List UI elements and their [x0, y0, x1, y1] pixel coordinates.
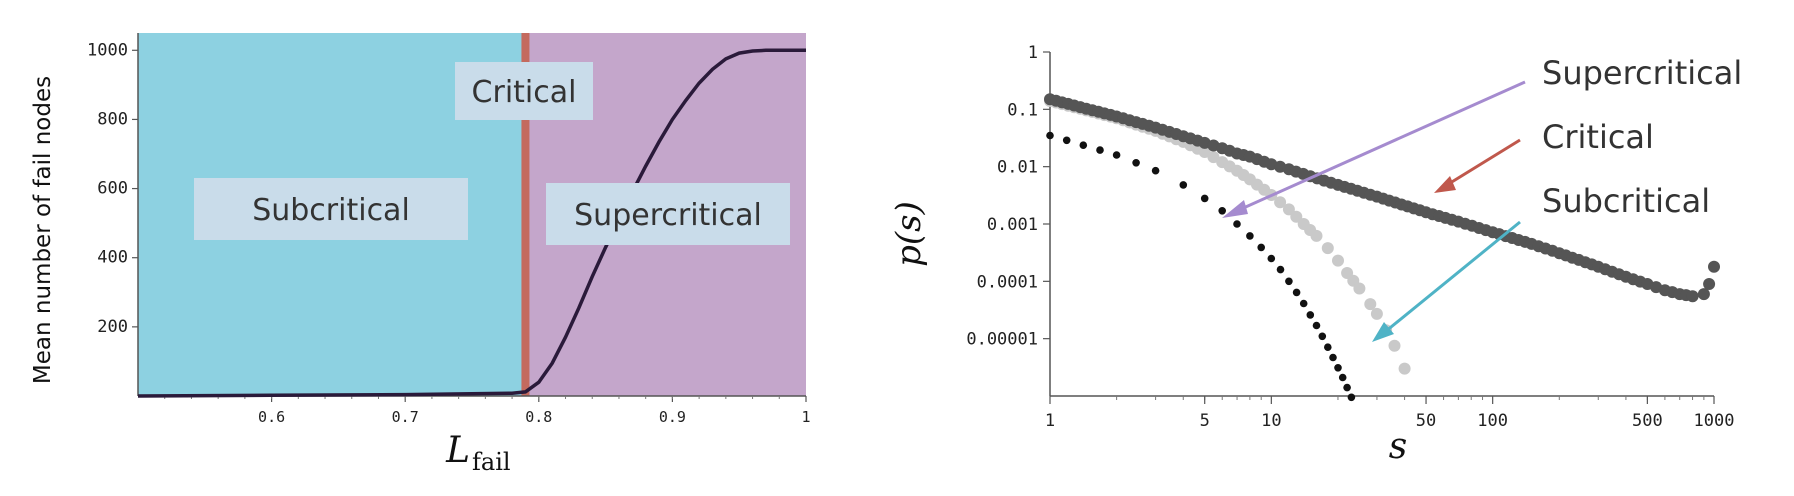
point-subcritical [1306, 311, 1315, 319]
point-subcritical [1079, 141, 1088, 149]
left-x-tick-label: 1 [801, 408, 810, 426]
point-subcritical [1318, 332, 1327, 341]
right-x-tick-label: 100 [1477, 411, 1508, 431]
right-y-axis-label: p(s) [889, 201, 929, 267]
point-subcritical [1112, 151, 1121, 159]
left-y-tick-label: 400 [97, 248, 128, 268]
right-x-tick-label: 1 [1045, 411, 1055, 431]
critical-label-box [455, 62, 593, 120]
subcritical-arrow [1379, 220, 1521, 338]
point-critical [1207, 151, 1220, 164]
point-critical [1332, 254, 1344, 267]
right-x-tick-label: 500 [1632, 411, 1663, 431]
point-supercritical [1703, 278, 1716, 290]
point-subcritical [1334, 364, 1342, 372]
right-y-tick-label: 1 [1028, 43, 1038, 63]
left-x-axis-label-subscript: fail [472, 448, 511, 476]
point-subcritical [1132, 159, 1140, 167]
supercritical-arrow-head [1222, 200, 1248, 218]
point-critical [1198, 146, 1211, 158]
point-supercritical [1708, 260, 1720, 273]
point-critical [1310, 229, 1323, 242]
point-critical [1398, 362, 1411, 375]
right-x-tick-label: 1000 [1694, 411, 1735, 431]
left-y-axis-label: Mean number of fail nodes [30, 76, 56, 384]
point-subcritical [1329, 353, 1337, 362]
left-y-tick-label: 200 [97, 317, 128, 337]
point-supercritical [1686, 290, 1699, 303]
right-x-tick-label: 5 [1200, 411, 1210, 431]
point-subcritical [1218, 207, 1226, 215]
point-critical [1282, 203, 1295, 216]
left-x-tick-label: 0.8 [525, 408, 552, 426]
left-y-tick-label: 1000 [87, 40, 128, 60]
point-subcritical [1312, 321, 1321, 330]
point-subcritical [1246, 232, 1254, 240]
point-critical [1353, 282, 1366, 295]
subcritical-label-box [194, 178, 468, 240]
point-critical [1370, 307, 1383, 320]
right-scatter-points [1044, 93, 1720, 402]
right-y-tick-label: 0.00001 [966, 330, 1038, 350]
right-x-tick-label: 10 [1261, 411, 1281, 431]
legend-supercritical: Supercritical [1542, 54, 1742, 92]
mean-fail-nodes-curve [137, 48, 806, 398]
critical-arrow-head [1434, 176, 1456, 193]
point-subcritical [1096, 146, 1104, 154]
series-supercritical [1044, 93, 1720, 303]
point-subcritical [1324, 343, 1332, 352]
point-critical [1388, 339, 1401, 352]
series-critical [1044, 95, 1411, 375]
right-x-tick-label: 50 [1416, 411, 1436, 431]
point-subcritical [1233, 220, 1241, 228]
right-y-tick-label: 0.01 [997, 158, 1038, 178]
right-chart: 1 5 10 50 100 500 1000 1 0.1 0.01 0.001 0.0001 0.000… [889, 43, 1742, 467]
left-y-tick-label: 800 [97, 109, 128, 129]
point-subcritical [1267, 254, 1276, 263]
point-critical [1321, 242, 1334, 255]
point-subcritical [1151, 166, 1160, 175]
subcritical-arrow-head [1372, 322, 1394, 342]
right-y-tick-label: 0.0001 [977, 272, 1038, 292]
point-subcritical [1299, 299, 1308, 308]
point-subcritical [1046, 131, 1054, 140]
point-critical [1364, 298, 1377, 311]
point-subcritical [1292, 288, 1301, 297]
legend-subcritical: Subcritical [1542, 182, 1710, 220]
supercritical-label: Supercritical [574, 198, 762, 233]
subcritical-label: Subcritical [252, 193, 410, 228]
point-critical [1290, 210, 1303, 223]
point-critical [1274, 196, 1287, 209]
critical-arrow [1441, 138, 1521, 190]
point-supercritical [1697, 288, 1710, 301]
left-y-tick-label: 600 [97, 179, 128, 199]
supercritical-arrow [1229, 80, 1526, 216]
right-axes: 1 5 10 50 100 500 1000 1 0.1 0.01 0.001 0.0001 0.000… [966, 43, 1734, 431]
point-subcritical [1347, 393, 1356, 402]
right-x-axis-label: s [1389, 426, 1407, 467]
point-subcritical [1338, 373, 1347, 382]
critical-label: Critical [472, 75, 577, 110]
left-x-tick-label: 0.6 [258, 408, 285, 426]
supercritical-label-box [546, 183, 790, 245]
right-y-axis-label-s: p(s) [889, 201, 929, 267]
left-x-axis-label: L [445, 430, 470, 471]
point-subcritical [1179, 181, 1188, 189]
right-y-tick-label: 0.1 [1007, 100, 1038, 120]
legend-critical: Critical [1542, 118, 1654, 156]
point-subcritical [1276, 265, 1285, 274]
right-y-tick-label: 0.001 [987, 215, 1038, 235]
left-x-tick-label: 0.9 [659, 408, 686, 426]
point-subcritical [1062, 136, 1071, 145]
point-subcritical [1343, 383, 1351, 392]
critical-line [521, 33, 530, 396]
left-axes: 0.6 0.7 0.8 0.9 1 200 400 600 800 1000 [87, 33, 811, 426]
series-subcritical [1046, 131, 1356, 402]
point-subcritical [1200, 194, 1209, 203]
left-x-tick-label: 0.7 [392, 408, 419, 426]
left-chart: 0.6 0.7 0.8 0.9 1 200 400 600 800 1000 Critical S… [30, 33, 811, 476]
point-subcritical [1285, 277, 1293, 286]
point-subcritical [1257, 243, 1265, 252]
